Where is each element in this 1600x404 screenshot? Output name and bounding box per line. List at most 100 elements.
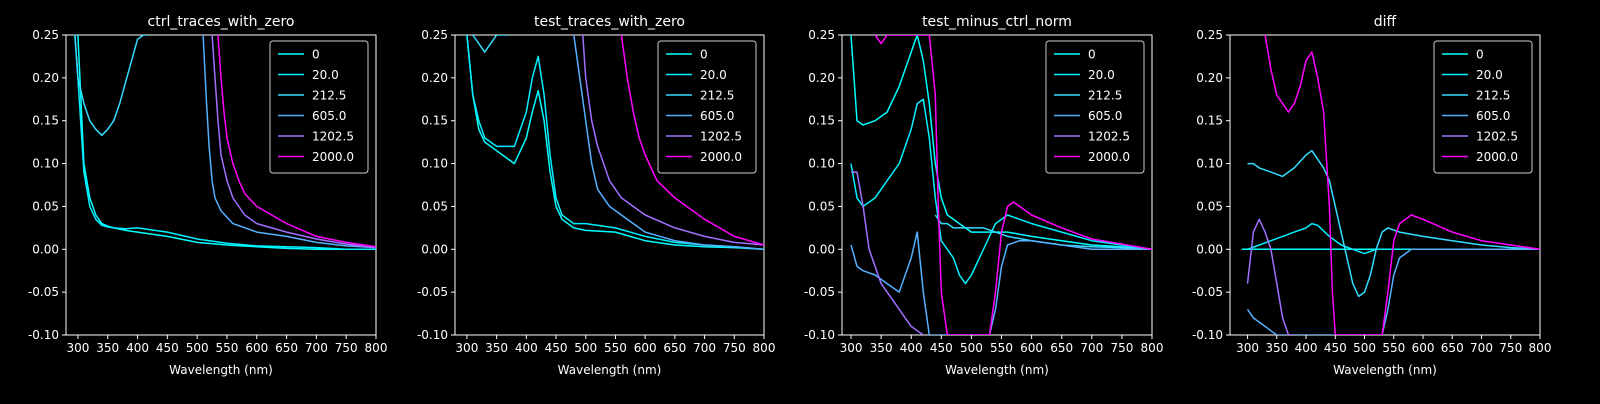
- x-tick-label: 600: [245, 341, 268, 355]
- y-tick-label: 0.15: [32, 114, 59, 128]
- x-tick-label: 750: [723, 341, 746, 355]
- x-tick-label: 400: [515, 341, 538, 355]
- chart-title: ctrl_traces_with_zero: [148, 14, 295, 30]
- x-tick-label: 400: [126, 341, 149, 355]
- x-tick-label: 350: [96, 341, 119, 355]
- legend-label: 0: [1088, 48, 1096, 62]
- series-line-1202.5: [1246, 218, 1295, 335]
- x-tick-label: 650: [1050, 341, 1073, 355]
- y-tick-label: 0.15: [421, 114, 448, 128]
- legend-label: 20.0: [312, 68, 339, 82]
- x-axis-label: Wavelength (nm): [169, 363, 273, 377]
- plot-frame: [65, 34, 377, 336]
- legend-label: 605.0: [312, 109, 346, 123]
- plot-frame: [1229, 34, 1541, 336]
- x-tick-label: 700: [1470, 341, 1493, 355]
- y-tick-label: 0.05: [32, 199, 59, 213]
- x-tick-label: 650: [663, 341, 686, 355]
- y-tick-label: 0.20: [421, 71, 448, 85]
- x-tick-label: 550: [604, 341, 627, 355]
- y-tick-label: -0.10: [417, 328, 448, 342]
- y-tick-label: 0.05: [421, 199, 448, 213]
- legend-label: 0: [1476, 48, 1484, 62]
- plot-frame: [454, 34, 765, 336]
- y-tick-label: 0.10: [32, 157, 59, 171]
- x-tick-label: 350: [870, 341, 893, 355]
- x-tick-label: 550: [216, 341, 239, 355]
- legend: 0 20.0 212.5 605.0 1202.5 2000.0: [657, 40, 757, 174]
- x-tick-label: 750: [335, 341, 358, 355]
- y-tick-label: 0.00: [32, 242, 59, 256]
- x-tick-label: 800: [1141, 341, 1164, 355]
- x-tick-label: 500: [1353, 341, 1376, 355]
- y-tick-label: 0.25: [421, 28, 448, 42]
- y-tick-label: 0.10: [808, 157, 835, 171]
- legend: 0 20.0 212.5 605.0 1202.5 2000.0: [1045, 40, 1145, 174]
- x-tick-label: 450: [156, 341, 179, 355]
- series-line-212.5: [472, 35, 509, 53]
- x-tick-label: 750: [1110, 341, 1133, 355]
- x-axis-label: Wavelength (nm): [558, 363, 662, 377]
- y-tick-label: 0.20: [32, 71, 59, 85]
- x-tick-label: 500: [186, 341, 209, 355]
- legend-label: 1202.5: [1476, 130, 1518, 144]
- y-tick-label: -0.10: [1192, 328, 1223, 342]
- legend-label: 20.0: [700, 68, 727, 82]
- x-tick-label: 300: [840, 341, 863, 355]
- chart-panel-2: test_traces_with_zero Wavelength (nm) 300 3…: [417, 14, 776, 377]
- y-tick-label: 0.00: [808, 242, 835, 256]
- y-tick-label: 0.25: [32, 28, 59, 42]
- y-tick-label: 0.15: [808, 114, 835, 128]
- legend-label: 20.0: [1476, 68, 1503, 82]
- x-tick-label: 600: [1020, 341, 1043, 355]
- y-tick-label: 0.00: [421, 242, 448, 256]
- y-tick-label: -0.05: [417, 285, 448, 299]
- chart-title: test_minus_ctrl_norm: [922, 14, 1072, 30]
- series-group: [466, 35, 764, 251]
- legend-label: 2000.0: [700, 150, 742, 164]
- y-tick-label: -0.10: [804, 328, 835, 342]
- series-line-0: [466, 35, 764, 251]
- y-tick-label: -0.05: [1192, 285, 1223, 299]
- legend-label: 2000.0: [1476, 150, 1518, 164]
- x-tick-label: 500: [960, 341, 983, 355]
- x-tick-label: 600: [1412, 341, 1435, 355]
- x-tick-label: 300: [455, 341, 478, 355]
- legend: 0 20.0 212.5 605.0 1202.5 2000.0: [1433, 40, 1533, 174]
- x-axis-label: Wavelength (nm): [945, 363, 1049, 377]
- chart-title: test_traces_with_zero: [534, 14, 685, 30]
- x-tick-label: 800: [753, 341, 776, 355]
- x-tick-label: 600: [634, 341, 657, 355]
- legend-label: 1202.5: [312, 130, 354, 144]
- x-tick-label: 500: [574, 341, 597, 355]
- series-line-2000.0: [217, 35, 376, 248]
- series-line-605.0: [202, 35, 376, 249]
- x-tick-label: 700: [693, 341, 716, 355]
- x-tick-label: 450: [930, 341, 953, 355]
- x-tick-label: 450: [545, 341, 568, 355]
- x-axis-label: Wavelength (nm): [1333, 363, 1437, 377]
- series-group: [1241, 35, 1540, 335]
- series-line-20.0: [850, 98, 1152, 285]
- x-tick-label: 550: [1382, 341, 1405, 355]
- y-tick-label: 0.10: [421, 157, 448, 171]
- y-tick-label: 0.10: [1196, 157, 1223, 171]
- x-tick-label: 700: [1080, 341, 1103, 355]
- series-line-605.0: [1246, 248, 1540, 335]
- x-tick-label: 650: [275, 341, 298, 355]
- legend-label: 2000.0: [312, 150, 354, 164]
- x-tick-label: 800: [1529, 341, 1552, 355]
- plot-frame: [841, 34, 1153, 336]
- y-tick-label: 0.25: [1196, 28, 1223, 42]
- legend-label: 1202.5: [1088, 130, 1130, 144]
- y-tick-label: 0.20: [808, 71, 835, 85]
- legend-label: 212.5: [1088, 89, 1122, 103]
- legend-label: 1202.5: [700, 130, 742, 144]
- y-tick-label: -0.05: [804, 285, 835, 299]
- series-line-20.0: [466, 35, 764, 251]
- x-tick-label: 300: [66, 341, 89, 355]
- series-group: [74, 35, 376, 251]
- series-line-2000.0: [620, 35, 764, 246]
